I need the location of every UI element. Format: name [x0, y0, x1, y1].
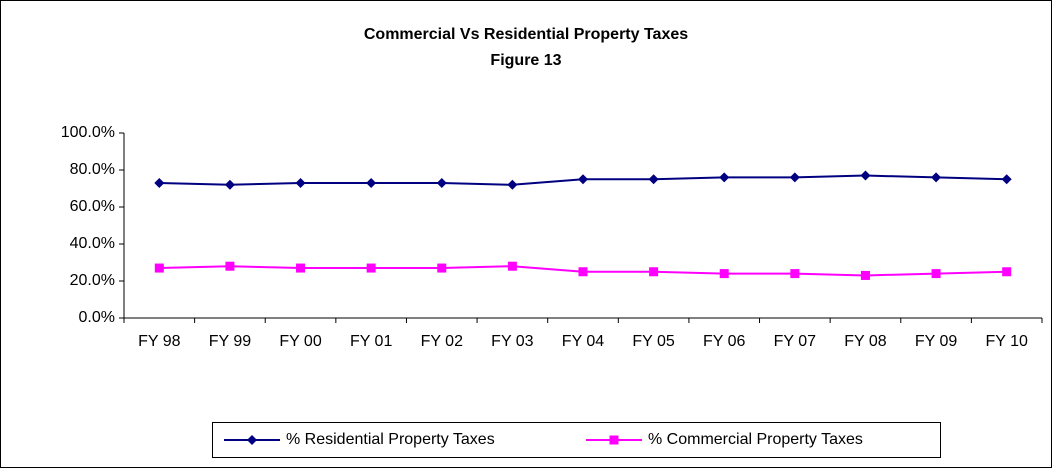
marker	[224, 179, 235, 190]
marker	[931, 269, 941, 279]
marker	[295, 177, 306, 188]
x-tick-label: FY 10	[985, 333, 1028, 350]
marker	[436, 177, 447, 188]
marker	[719, 269, 729, 279]
marker	[366, 177, 377, 188]
y-tick-label: 20.0%	[70, 272, 115, 289]
marker	[1002, 267, 1012, 277]
y-tick-label: 40.0%	[70, 235, 115, 252]
x-tick-label: FY 01	[350, 333, 393, 350]
marker	[649, 267, 659, 277]
x-tick-label: FY 06	[703, 333, 746, 350]
marker	[719, 172, 730, 183]
chart-subtitle: Figure 13	[490, 52, 561, 69]
x-tick-label: FY 99	[209, 333, 252, 350]
marker	[437, 263, 447, 273]
marker	[507, 261, 517, 271]
marker	[609, 435, 619, 445]
x-tick-label: FY 04	[562, 333, 605, 350]
x-tick-label: FY 03	[491, 333, 534, 350]
marker	[860, 170, 871, 181]
legend-box	[212, 422, 941, 458]
legend-label: % Commercial Property Taxes	[648, 431, 863, 448]
marker	[154, 263, 164, 273]
marker	[578, 174, 588, 185]
marker	[225, 261, 235, 271]
y-tick-label: 0.0%	[79, 309, 115, 326]
x-tick-label: FY 98	[138, 333, 181, 350]
y-tick-label: 60.0%	[70, 198, 115, 215]
chart-title: Commercial Vs Residential Property Taxes	[364, 26, 688, 43]
legend-label: % Residential Property Taxes	[286, 431, 495, 448]
x-tick-label: FY 05	[632, 333, 675, 350]
y-tick-label: 100.0%	[61, 124, 115, 141]
marker	[931, 172, 942, 183]
marker	[860, 270, 870, 280]
x-tick-label: FY 07	[774, 333, 817, 350]
x-tick-label: FY 02	[421, 333, 464, 350]
marker	[154, 177, 165, 188]
marker	[1001, 174, 1012, 185]
marker	[578, 267, 588, 277]
marker	[789, 172, 800, 183]
x-tick-label: FY 08	[844, 333, 887, 350]
x-tick-label: FY 00	[279, 333, 322, 350]
marker	[247, 435, 257, 445]
marker	[296, 263, 306, 273]
x-tick-label: FY 09	[915, 333, 958, 350]
marker	[790, 269, 800, 279]
marker	[366, 263, 376, 273]
y-tick-label: 80.0%	[70, 161, 115, 178]
marker	[507, 179, 518, 190]
marker	[648, 174, 659, 185]
